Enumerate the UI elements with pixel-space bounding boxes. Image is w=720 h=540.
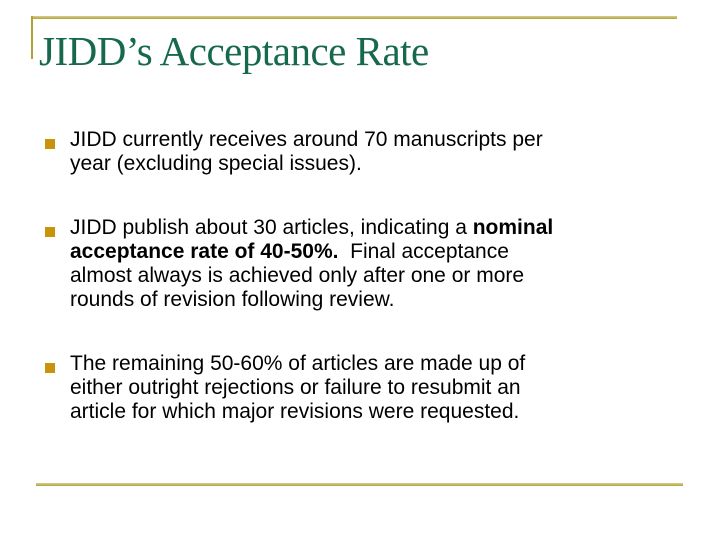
bullet-text-line: acceptance rate of 40-50%. Final accepta… — [70, 240, 685, 264]
bullet-text: article for which major revisions were r… — [70, 400, 520, 423]
bullet-item: JIDD currently receives around 70 manusc… — [45, 128, 685, 176]
bullet-item: JIDD publish about 30 articles, indicati… — [45, 216, 685, 312]
bullet-text: either outright rejections or failure to… — [70, 376, 521, 399]
bullet-text-line: rounds of revision following review. — [70, 288, 685, 312]
bullet-text-line: JIDD publish about 30 articles, indicati… — [70, 216, 685, 240]
bullet-text: rounds of revision following review. — [70, 288, 395, 311]
title-corner-line — [31, 16, 33, 59]
bullet-text: The remaining 50-60% of articles are mad… — [70, 352, 526, 375]
bullet-text-line: article for which major revisions were r… — [70, 400, 685, 424]
bullet-square-icon — [45, 139, 55, 149]
bullet-text-bold: acceptance rate of 40-50%. — [70, 240, 339, 263]
bottom-border-line — [36, 483, 683, 486]
bullet-square-icon — [45, 363, 55, 373]
bullet-text-line: JIDD currently receives around 70 manusc… — [70, 128, 685, 152]
bullet-square-icon — [45, 227, 55, 237]
bullet-text: year (excluding special issues). — [70, 152, 362, 175]
bullet-text-line: almost always is achieved only after one… — [70, 264, 685, 288]
bullet-text-line: either outright rejections or failure to… — [70, 376, 685, 400]
bullet-text-line: The remaining 50-60% of articles are mad… — [70, 352, 685, 376]
bullet-list: JIDD currently receives around 70 manusc… — [45, 128, 685, 464]
slide-title: JIDD’s Acceptance Rate — [39, 28, 429, 74]
top-border-line — [31, 16, 677, 19]
bullet-text: Final acceptance — [338, 240, 509, 263]
bullet-text-bold: nominal — [472, 216, 554, 239]
bullet-item: The remaining 50-60% of articles are mad… — [45, 352, 685, 424]
bullet-text: almost always is achieved only after one… — [70, 264, 525, 287]
bullet-text: JIDD publish about 30 articles, indicati… — [70, 216, 473, 239]
bullet-text-line: year (excluding special issues). — [70, 152, 685, 176]
bullet-text: JIDD currently receives around 70 manusc… — [70, 128, 543, 151]
